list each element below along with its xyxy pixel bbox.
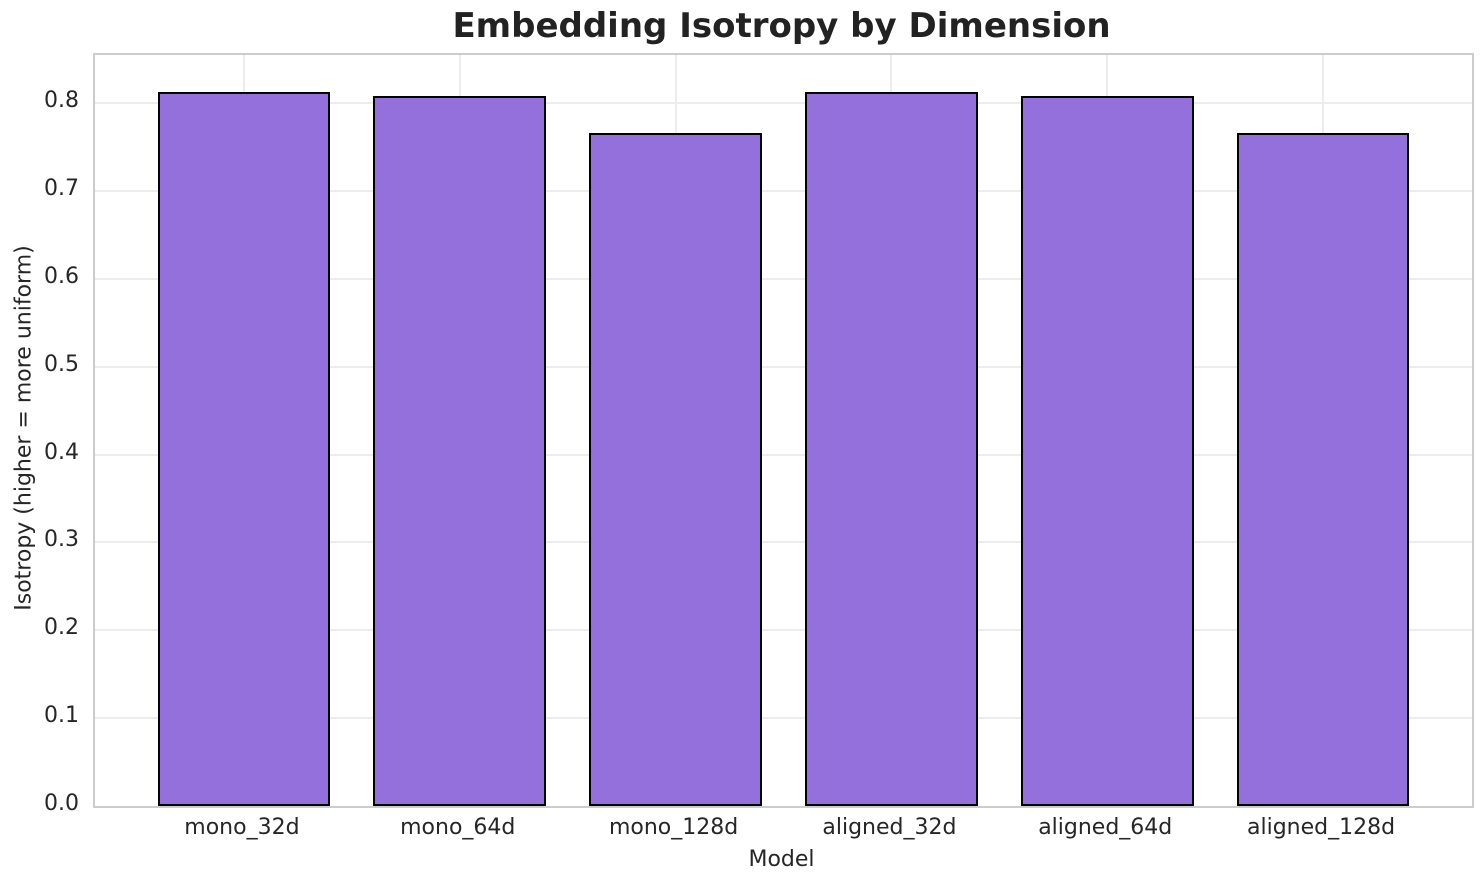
- y-tick-label: 0.1: [44, 703, 79, 729]
- bar-mono_32d: [157, 91, 331, 806]
- gridline-horizontal: [95, 277, 1472, 280]
- x-tick-label: aligned_128d: [1247, 815, 1396, 840]
- x-tick-label: mono_64d: [400, 815, 516, 840]
- gridline-horizontal: [95, 190, 1472, 193]
- chart-title: Embedding Isotropy by Dimension: [452, 6, 1111, 46]
- y-tick-label: 0.0: [44, 791, 79, 816]
- y-tick-label: 0.4: [44, 439, 79, 465]
- y-tick-label: 0.7: [44, 176, 79, 202]
- gridline-horizontal: [95, 717, 1472, 720]
- x-tick-label: aligned_32d: [822, 815, 957, 840]
- y-tick-label: 0.8: [44, 88, 79, 114]
- plot-area: [93, 53, 1474, 808]
- bar-mono_64d: [373, 96, 547, 806]
- y-tick-label: 0.2: [44, 615, 79, 641]
- gridline-horizontal: [95, 102, 1472, 105]
- gridline-horizontal: [95, 365, 1472, 368]
- bar-aligned_64d: [1020, 96, 1194, 806]
- x-tick-label: mono_32d: [184, 815, 300, 840]
- bar-aligned_128d: [1236, 133, 1410, 806]
- gridline-horizontal: [95, 541, 1472, 544]
- gridline-horizontal: [95, 453, 1472, 456]
- gridline-horizontal: [95, 629, 1472, 632]
- y-tick-label: 0.6: [44, 263, 79, 289]
- bar-mono_128d: [589, 133, 762, 806]
- y-axis-label: Isotropy (higher = more uniform): [11, 245, 37, 611]
- x-axis-label: Model: [748, 847, 815, 872]
- y-tick-label: 0.5: [44, 351, 79, 377]
- x-tick-label: aligned_64d: [1038, 815, 1173, 840]
- x-tick-label: mono_128d: [608, 815, 739, 840]
- bar-aligned_32d: [805, 91, 978, 806]
- y-tick-label: 0.3: [44, 527, 79, 553]
